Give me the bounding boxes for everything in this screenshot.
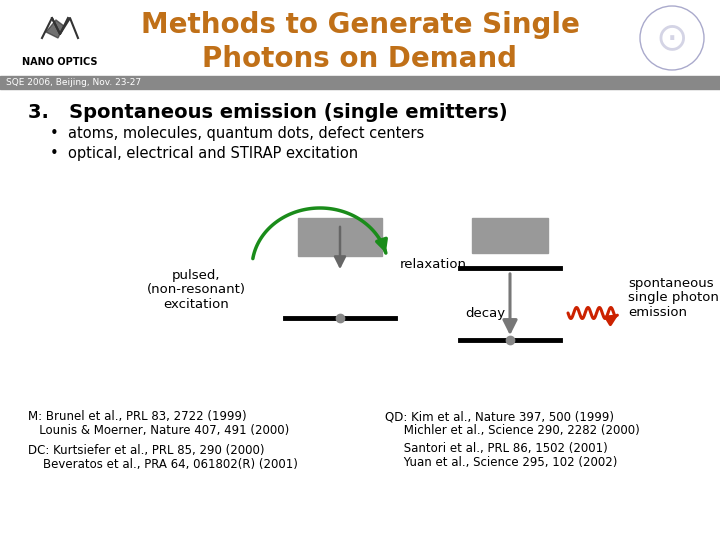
Text: M: Brunel et al., PRL 83, 2722 (1999): M: Brunel et al., PRL 83, 2722 (1999) (28, 410, 247, 423)
Text: relaxation: relaxation (400, 259, 467, 272)
Text: Beveratos et al., PRA 64, 061802(R) (2001): Beveratos et al., PRA 64, 061802(R) (200… (28, 458, 298, 471)
Text: spontaneous
single photon
emission: spontaneous single photon emission (628, 276, 719, 320)
Text: SQE 2006, Beijing, Nov. 23-27: SQE 2006, Beijing, Nov. 23-27 (6, 78, 141, 87)
Text: DC: Kurtsiefer et al., PRL 85, 290 (2000): DC: Kurtsiefer et al., PRL 85, 290 (2000… (28, 444, 264, 457)
Text: •  optical, electrical and STIRAP excitation: • optical, electrical and STIRAP excitat… (50, 146, 358, 161)
Text: Yuan et al., Science 295, 102 (2002): Yuan et al., Science 295, 102 (2002) (385, 456, 617, 469)
Text: Michler et al., Science 290, 2282 (2000): Michler et al., Science 290, 2282 (2000) (385, 424, 640, 437)
Text: •  atoms, molecules, quantum dots, defect centers: • atoms, molecules, quantum dots, defect… (50, 126, 424, 141)
Text: Methods to Generate Single
Photons on Demand: Methods to Generate Single Photons on De… (140, 11, 580, 73)
Text: ⊙: ⊙ (656, 19, 688, 57)
Polygon shape (46, 20, 64, 38)
Text: 3.   Spontaneous emission (single emitters): 3. Spontaneous emission (single emitters… (28, 103, 508, 122)
Text: QD: Kim et al., Nature 397, 500 (1999): QD: Kim et al., Nature 397, 500 (1999) (385, 410, 614, 423)
Text: pulsed,
(non-resonant)
excitation: pulsed, (non-resonant) excitation (146, 268, 246, 312)
Text: NANO OPTICS: NANO OPTICS (22, 57, 98, 67)
Text: Lounis & Moerner, Nature 407, 491 (2000): Lounis & Moerner, Nature 407, 491 (2000) (28, 424, 289, 437)
Text: decay: decay (465, 307, 505, 320)
Bar (472, 218, 548, 253)
Bar (298, 218, 382, 256)
Bar (0, 76, 720, 89)
Text: Santori et al., PRL 86, 1502 (2001): Santori et al., PRL 86, 1502 (2001) (385, 442, 608, 455)
